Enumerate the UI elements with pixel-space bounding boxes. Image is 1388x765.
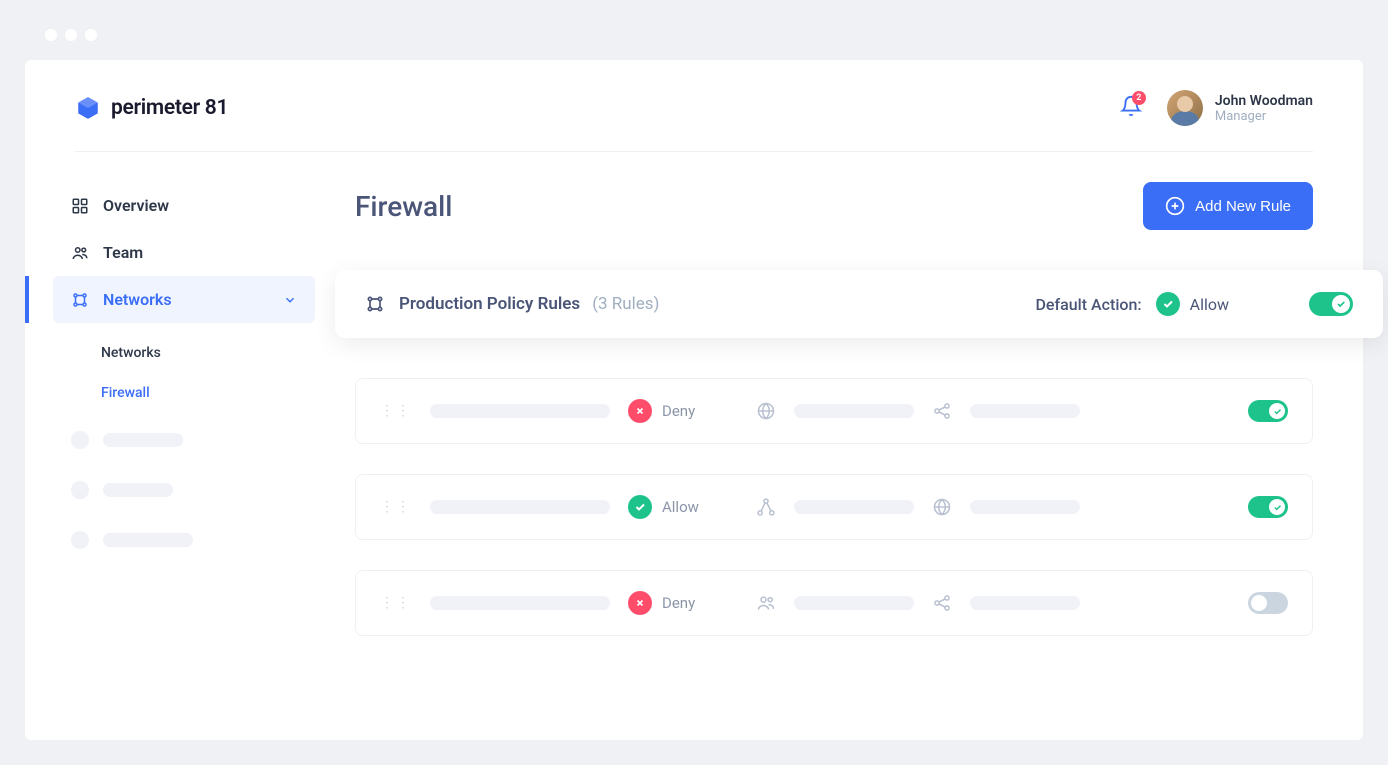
plus-circle-icon	[1165, 196, 1185, 216]
policy-title: Production Policy Rules	[399, 294, 580, 314]
sidebar-placeholder	[53, 467, 335, 513]
sidebar-item-overview[interactable]: Overview	[53, 182, 335, 229]
rule-name-placeholder	[430, 404, 610, 418]
check-icon	[1156, 292, 1180, 316]
user-info: John Woodman Manager	[1215, 93, 1313, 124]
network-icon	[71, 291, 89, 309]
rule-toggle[interactable]	[1248, 400, 1288, 422]
notification-badge: 2	[1132, 91, 1146, 105]
user-name: John Woodman	[1215, 93, 1313, 109]
logo[interactable]: perimeter 81	[75, 95, 228, 121]
user-role: Manager	[1215, 109, 1313, 124]
drag-handle-icon[interactable]: ⋮⋮	[380, 595, 412, 611]
sidebar-item-label: Overview	[103, 196, 169, 215]
main-content: Firewall Add New Rule Production Po	[335, 182, 1363, 666]
globe-icon	[932, 497, 952, 517]
subnav-firewall[interactable]: Firewall	[101, 373, 335, 413]
window-dot[interactable]	[85, 29, 97, 41]
page-header: Firewall Add New Rule	[335, 182, 1313, 230]
rule-toggle[interactable]	[1248, 592, 1288, 614]
header-right: 2 John Woodman Manager	[1120, 90, 1313, 126]
rule-source-placeholder	[794, 404, 914, 418]
sidebar-item-team[interactable]: Team	[53, 229, 335, 276]
rule-row: ⋮⋮ Deny	[355, 570, 1313, 636]
action-icon	[628, 591, 652, 615]
drag-handle-icon[interactable]: ⋮⋮	[380, 403, 412, 419]
app-window: perimeter 81 2 John Woodman Manager	[25, 60, 1363, 740]
window-dot[interactable]	[45, 29, 57, 41]
user-menu[interactable]: John Woodman Manager	[1167, 90, 1313, 126]
avatar	[1167, 90, 1203, 126]
rule-dest-placeholder	[970, 404, 1080, 418]
rule-row: ⋮⋮ Allow	[355, 474, 1313, 540]
policy-toggle[interactable]	[1309, 292, 1353, 316]
rule-dest-placeholder	[970, 596, 1080, 610]
sidebar-placeholder	[53, 517, 335, 563]
window-controls	[45, 29, 97, 41]
action-icon	[628, 399, 652, 423]
rule-dest-placeholder	[970, 500, 1080, 514]
body: Overview Team Networks	[25, 152, 1363, 666]
people-icon	[756, 593, 776, 613]
logo-text: perimeter 81	[111, 96, 228, 120]
sidebar-item-label: Team	[103, 243, 143, 262]
rule-source-placeholder	[794, 500, 914, 514]
action-icon	[628, 495, 652, 519]
subnav-networks[interactable]: Networks	[101, 333, 335, 373]
add-rule-button[interactable]: Add New Rule	[1143, 182, 1313, 230]
rule-name-placeholder	[430, 596, 610, 610]
browser-titlebar	[25, 10, 1363, 60]
logo-icon	[75, 95, 101, 121]
notifications-button[interactable]: 2	[1120, 95, 1142, 121]
sidebar: Overview Team Networks	[25, 182, 335, 666]
rule-toggle[interactable]	[1248, 496, 1288, 518]
default-action: Default Action: Allow	[1035, 292, 1229, 316]
default-action-value: Allow	[1156, 292, 1229, 316]
rules-list: ⋮⋮ Deny ⋮⋮ Allow ⋮⋮ Deny	[335, 378, 1313, 636]
rule-action: Deny	[628, 399, 738, 423]
sidebar-subnav: Networks Firewall	[53, 333, 335, 413]
window-dot[interactable]	[65, 29, 77, 41]
people-icon	[71, 244, 89, 262]
rule-row: ⋮⋮ Deny	[355, 378, 1313, 444]
chevron-down-icon	[283, 293, 297, 307]
rule-action-label: Deny	[662, 402, 695, 420]
rule-action: Deny	[628, 591, 738, 615]
check-icon	[1336, 299, 1346, 309]
browser-frame: perimeter 81 2 John Woodman Manager	[0, 0, 1388, 765]
nodes-icon	[932, 401, 952, 421]
add-rule-label: Add New Rule	[1195, 198, 1291, 215]
default-action-text: Allow	[1190, 295, 1229, 314]
network-icon	[365, 294, 385, 314]
policy-summary-card: Production Policy Rules (3 Rules) Defaul…	[335, 270, 1383, 338]
nodes-icon	[932, 593, 952, 613]
default-action-label: Default Action:	[1035, 295, 1141, 314]
sidebar-item-networks[interactable]: Networks	[53, 276, 315, 323]
sidebar-item-label: Networks	[103, 290, 172, 309]
drag-handle-icon[interactable]: ⋮⋮	[380, 499, 412, 515]
rule-action-label: Deny	[662, 594, 695, 612]
rule-name-placeholder	[430, 500, 610, 514]
sidebar-placeholder	[53, 417, 335, 463]
rule-action-label: Allow	[662, 498, 699, 516]
share-icon	[756, 497, 776, 517]
grid-icon	[71, 197, 89, 215]
rule-action: Allow	[628, 495, 738, 519]
header: perimeter 81 2 John Woodman Manager	[25, 60, 1363, 151]
policy-count: (3 Rules)	[592, 294, 659, 314]
rule-source-placeholder	[794, 596, 914, 610]
page-title: Firewall	[355, 190, 452, 223]
globe-icon	[756, 401, 776, 421]
